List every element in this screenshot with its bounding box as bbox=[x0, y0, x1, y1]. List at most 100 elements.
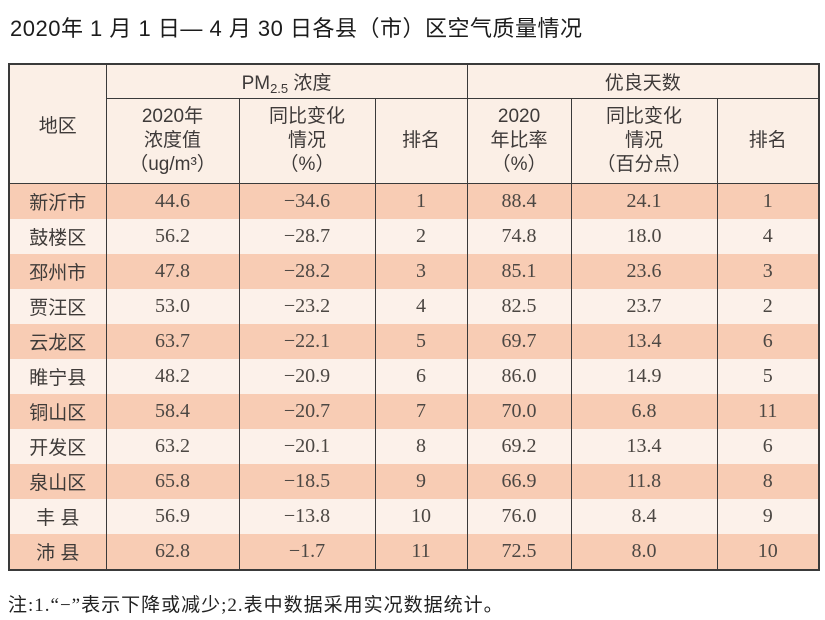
table-row: 沛 县 62.8 −1.7 11 72.5 8.0 10 bbox=[8, 534, 820, 570]
value-cell: 11 bbox=[374, 534, 468, 570]
value-cell: −34.6 bbox=[238, 183, 376, 219]
page-title: 2020年 1 月 1 日— 4 月 30 日各县（市）区空气质量情况 bbox=[10, 16, 583, 41]
value-cell: −18.5 bbox=[238, 464, 376, 499]
value-cell: 69.7 bbox=[466, 324, 572, 359]
value-cell: 63.2 bbox=[105, 429, 240, 464]
value-cell: 74.8 bbox=[466, 219, 572, 254]
value-cell: 62.8 bbox=[105, 534, 240, 570]
table-row: 新沂市 44.6 −34.6 1 88.4 24.1 1 bbox=[8, 183, 820, 219]
value-cell: 2 bbox=[374, 219, 468, 254]
value-cell: 11.8 bbox=[570, 464, 718, 499]
value-cell: 5 bbox=[716, 359, 820, 394]
value-cell: 44.6 bbox=[105, 183, 240, 219]
table-row: 丰 县 56.9 −13.8 10 76.0 8.4 9 bbox=[8, 499, 820, 534]
value-cell: 2 bbox=[716, 289, 820, 324]
value-cell: −20.1 bbox=[238, 429, 376, 464]
table-row: 开发区 63.2 −20.1 8 69.2 13.4 6 bbox=[8, 429, 820, 464]
value-cell: 66.9 bbox=[466, 464, 572, 499]
region-cell: 贾汪区 bbox=[8, 289, 107, 324]
value-cell: 56.9 bbox=[105, 499, 240, 534]
col-header-days-rank: 排名 bbox=[716, 98, 820, 184]
value-cell: 23.7 bbox=[570, 289, 718, 324]
col-group-good-days: 优良天数 bbox=[466, 63, 820, 99]
value-cell: 76.0 bbox=[466, 499, 572, 534]
value-cell: 63.7 bbox=[105, 324, 240, 359]
value-cell: 65.8 bbox=[105, 464, 240, 499]
value-cell: −1.7 bbox=[238, 534, 376, 570]
air-quality-table: 地区 PM2.5 浓度 优良天数 2020年 浓度值 （ug/m³） 同比变化 … bbox=[8, 63, 821, 571]
value-cell: −20.7 bbox=[238, 394, 376, 429]
value-cell: 13.4 bbox=[570, 429, 718, 464]
value-cell: 23.6 bbox=[570, 254, 718, 289]
value-cell: −13.8 bbox=[238, 499, 376, 534]
value-cell: 14.9 bbox=[570, 359, 718, 394]
value-cell: 47.8 bbox=[105, 254, 240, 289]
col-header-days-rate: 2020 年比率 （%） bbox=[466, 98, 572, 184]
table-row: 邳州市 47.8 −28.2 3 85.1 23.6 3 bbox=[8, 254, 820, 289]
col-group-pm25: PM2.5 浓度 bbox=[105, 63, 468, 99]
region-cell: 云龙区 bbox=[8, 324, 107, 359]
value-cell: −23.2 bbox=[238, 289, 376, 324]
value-cell: 56.2 bbox=[105, 219, 240, 254]
region-cell: 开发区 bbox=[8, 429, 107, 464]
value-cell: 10 bbox=[716, 534, 820, 570]
footnote: 注:1.“−”表示下降或减少;2.表中数据采用实况数据统计。 bbox=[8, 595, 504, 616]
region-cell: 鼓楼区 bbox=[8, 219, 107, 254]
value-cell: 6.8 bbox=[570, 394, 718, 429]
table-row: 贾汪区 53.0 −23.2 4 82.5 23.7 2 bbox=[8, 289, 820, 324]
value-cell: 7 bbox=[374, 394, 468, 429]
value-cell: 86.0 bbox=[466, 359, 572, 394]
table-row: 云龙区 63.7 −22.1 5 69.7 13.4 6 bbox=[8, 324, 820, 359]
region-cell: 沛 县 bbox=[8, 534, 107, 570]
pm25-label-prefix: PM bbox=[241, 72, 271, 94]
value-cell: 8.4 bbox=[570, 499, 718, 534]
value-cell: 70.0 bbox=[466, 394, 572, 429]
region-cell: 邳州市 bbox=[8, 254, 107, 289]
value-cell: 8 bbox=[716, 464, 820, 499]
region-cell: 泉山区 bbox=[8, 464, 107, 499]
header-sub-row: 2020年 浓度值 （ug/m³） 同比变化 情况 （%） 排名 2020 年比… bbox=[9, 98, 820, 184]
value-cell: 6 bbox=[716, 324, 820, 359]
value-cell: 4 bbox=[716, 219, 820, 254]
value-cell: 8 bbox=[374, 429, 468, 464]
value-cell: 48.2 bbox=[105, 359, 240, 394]
col-header-pm25-value: 2020年 浓度值 （ug/m³） bbox=[105, 98, 240, 184]
value-cell: 11 bbox=[716, 394, 820, 429]
value-cell: 88.4 bbox=[466, 183, 572, 219]
value-cell: 3 bbox=[716, 254, 820, 289]
value-cell: 18.0 bbox=[570, 219, 718, 254]
value-cell: 10 bbox=[374, 499, 468, 534]
value-cell: 4 bbox=[374, 289, 468, 324]
value-cell: −22.1 bbox=[238, 324, 376, 359]
header-group-row: 地区 PM2.5 浓度 优良天数 bbox=[8, 63, 820, 184]
value-cell: 6 bbox=[374, 359, 468, 394]
value-cell: 53.0 bbox=[105, 289, 240, 324]
col-header-pm25-rank: 排名 bbox=[374, 98, 468, 184]
pm25-label-suffix: 浓度 bbox=[288, 72, 332, 94]
value-cell: 9 bbox=[374, 464, 468, 499]
value-cell: 3 bbox=[374, 254, 468, 289]
value-cell: 5 bbox=[374, 324, 468, 359]
value-cell: 85.1 bbox=[466, 254, 572, 289]
col-header-days-change: 同比变化 情况 （百分点） bbox=[570, 98, 718, 184]
value-cell: 24.1 bbox=[570, 183, 718, 219]
region-cell: 丰 县 bbox=[8, 499, 107, 534]
table-row: 睢宁县 48.2 −20.9 6 86.0 14.9 5 bbox=[8, 359, 820, 394]
value-cell: 69.2 bbox=[466, 429, 572, 464]
value-cell: 58.4 bbox=[105, 394, 240, 429]
value-cell: 1 bbox=[716, 183, 820, 219]
table-header: 地区 PM2.5 浓度 优良天数 2020年 浓度值 （ug/m³） 同比变化 … bbox=[8, 63, 820, 184]
value-cell: −28.2 bbox=[238, 254, 376, 289]
value-cell: 9 bbox=[716, 499, 820, 534]
value-cell: −28.7 bbox=[238, 219, 376, 254]
value-cell: 72.5 bbox=[466, 534, 572, 570]
table-row: 鼓楼区 56.2 −28.7 2 74.8 18.0 4 bbox=[8, 219, 820, 254]
value-cell: −20.9 bbox=[238, 359, 376, 394]
value-cell: 13.4 bbox=[570, 324, 718, 359]
col-header-region: 地区 bbox=[8, 63, 107, 184]
pm25-label-subscript: 2.5 bbox=[270, 80, 289, 96]
region-cell: 睢宁县 bbox=[8, 359, 107, 394]
region-cell: 新沂市 bbox=[8, 183, 107, 219]
region-cell: 铜山区 bbox=[8, 394, 107, 429]
